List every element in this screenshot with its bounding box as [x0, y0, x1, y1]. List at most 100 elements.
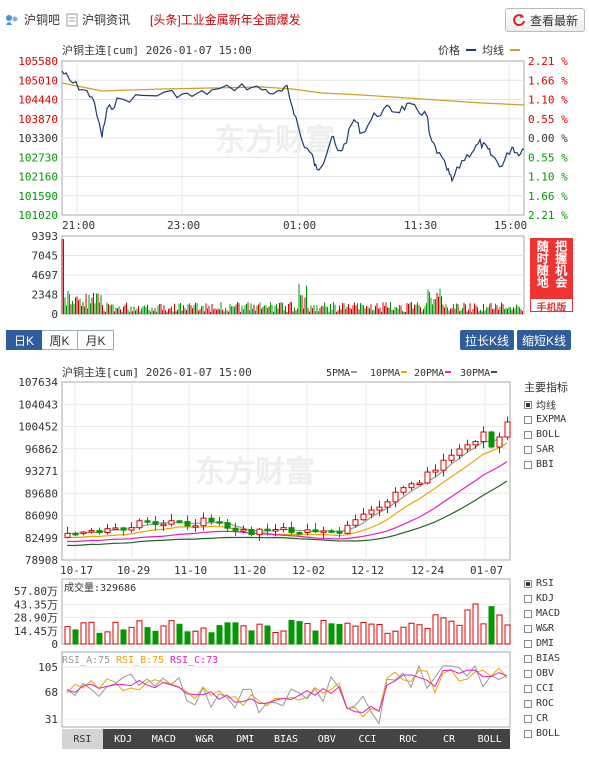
checkbox[interactable]	[524, 624, 532, 633]
checkbox[interactable]	[524, 684, 532, 693]
candle-body	[312, 529, 319, 533]
ma-legend-label: 20PMA	[414, 368, 444, 379]
sub-indicator-macd[interactable]: MACD	[524, 606, 560, 621]
indicator-label: RSI	[536, 578, 555, 589]
kline-volume-bar	[248, 630, 255, 645]
candle-body	[496, 436, 503, 448]
checkbox[interactable]	[524, 609, 532, 618]
main-indicator-boll[interactable]: BOLL	[524, 427, 568, 442]
candle-body	[320, 530, 327, 533]
tab-weekly[interactable]: 周K	[42, 330, 78, 350]
checkbox[interactable]	[524, 445, 532, 454]
checkbox[interactable]	[524, 415, 532, 424]
sub-indicator-bias[interactable]: BIAS	[524, 651, 560, 666]
checkbox[interactable]	[524, 639, 532, 648]
main-indicator-ma[interactable]: 均线	[524, 397, 568, 412]
checkbox[interactable]	[524, 699, 532, 708]
sub-indicator-boll[interactable]: BOLL	[524, 726, 560, 741]
tab-rsi[interactable]: RSI	[62, 729, 103, 749]
kline-volume-bar	[256, 623, 263, 645]
refresh-button[interactable]: 查看最新	[505, 8, 585, 32]
tab-cr[interactable]: CR	[442, 733, 455, 745]
sub-indicator-roc[interactable]: ROC	[524, 696, 560, 711]
candle-body	[176, 520, 183, 523]
main-indicator-bbi[interactable]: BBI	[524, 457, 568, 472]
candle-body	[400, 487, 407, 493]
tab-kdj[interactable]: KDJ	[114, 733, 133, 745]
checkbox[interactable]	[524, 714, 532, 723]
kline-volume-bar	[120, 629, 127, 645]
checkbox[interactable]	[524, 460, 532, 469]
news-label: 沪铜资讯	[82, 13, 131, 27]
sub-indicator-cr[interactable]: CR	[524, 711, 560, 726]
indicator-label: ROC	[536, 698, 555, 709]
kline-volume-bar	[328, 623, 335, 645]
checkbox[interactable]	[524, 669, 532, 678]
stretch-k-button[interactable]: 拉长K线	[460, 330, 515, 350]
mobile-promo[interactable]: 随时随地 把握机会 手机版	[530, 238, 573, 314]
checkbox[interactable]	[524, 579, 532, 588]
candle-body	[408, 483, 415, 489]
sub-indicator-cci[interactable]: CCI	[524, 681, 560, 696]
candle-body	[256, 528, 263, 536]
tab-roc[interactable]: ROC	[399, 733, 418, 745]
indicator-label: CCI	[536, 683, 555, 694]
shorten-k-button[interactable]: 缩短K线	[517, 330, 572, 350]
main-indicator-sar[interactable]: SAR	[524, 442, 568, 457]
candle-body	[272, 529, 279, 532]
rsi-tick: 105	[38, 661, 58, 674]
sub-indicator-wr[interactable]: W&R	[524, 621, 560, 636]
candle-body	[160, 523, 167, 527]
checkbox[interactable]	[524, 654, 532, 663]
news-link[interactable]: 沪铜资讯	[66, 11, 130, 28]
price-tick: 103870	[18, 113, 58, 126]
indicator-label: OBV	[536, 668, 555, 679]
checkbox[interactable]	[524, 729, 532, 738]
forum-link[interactable]: 沪铜吧	[4, 11, 60, 28]
sub-indicator-obv[interactable]: OBV	[524, 666, 560, 681]
tab-obv[interactable]: OBV	[317, 733, 336, 745]
indicator-label: BIAS	[536, 653, 561, 664]
sub-indicator-kdj[interactable]: KDJ	[524, 591, 560, 606]
kline-date-tick: 10-17	[60, 564, 93, 577]
kline-volume-bar	[232, 622, 239, 645]
rsi-line	[66, 664, 508, 725]
pct-tick: 0.55 %	[528, 113, 568, 126]
checkbox[interactable]	[524, 400, 532, 409]
headline-link[interactable]: [头条]工业金属新年全面爆发	[150, 13, 301, 27]
kline-volume-tick: 28.90万	[14, 612, 58, 625]
pct-tick: 0.55 %	[528, 151, 568, 164]
tab-macd[interactable]: MACD	[151, 733, 176, 745]
legend-price-label: 价格	[438, 43, 460, 57]
candle-body	[304, 529, 311, 534]
tab-monthly[interactable]: 月K	[78, 330, 114, 350]
candle-body	[144, 520, 151, 523]
kline-volume-bar	[360, 621, 367, 645]
tab-dmi[interactable]: DMI	[236, 733, 255, 745]
tab-bias[interactable]: BIAS	[273, 733, 299, 745]
indicator-label: BOLL	[536, 429, 561, 440]
kline-volume-tick: 43.35万	[14, 598, 58, 611]
candle-body	[216, 521, 223, 524]
pct-tick: 1.66 %	[528, 190, 568, 203]
candle-body	[224, 522, 231, 529]
checkbox[interactable]	[524, 430, 532, 439]
candle-body	[280, 527, 287, 531]
main-indicator-expma[interactable]: EXPMA	[524, 412, 568, 427]
sub-indicator-rsi[interactable]: RSI	[524, 576, 560, 591]
kline-date-tick: 12-24	[411, 564, 444, 577]
indicator-label: MACD	[536, 608, 561, 619]
kline-volume-bar	[352, 625, 359, 645]
sub-indicator-dmi[interactable]: DMI	[524, 636, 560, 651]
rsi-legend-label: RSI_C:73	[170, 655, 218, 666]
candle-body	[456, 448, 463, 456]
kline-volume-bar	[320, 619, 327, 645]
kline-price-tick: 78908	[25, 554, 58, 567]
tab-wr[interactable]: W&R	[195, 733, 214, 745]
tab-daily[interactable]: 日K	[6, 330, 42, 350]
tab-boll[interactable]: BOLL	[477, 733, 502, 745]
period-tabs: 日K 周K 月K	[6, 330, 114, 350]
forum-icon	[6, 14, 18, 25]
tab-cci[interactable]: CCI	[358, 733, 377, 745]
checkbox[interactable]	[524, 594, 532, 603]
